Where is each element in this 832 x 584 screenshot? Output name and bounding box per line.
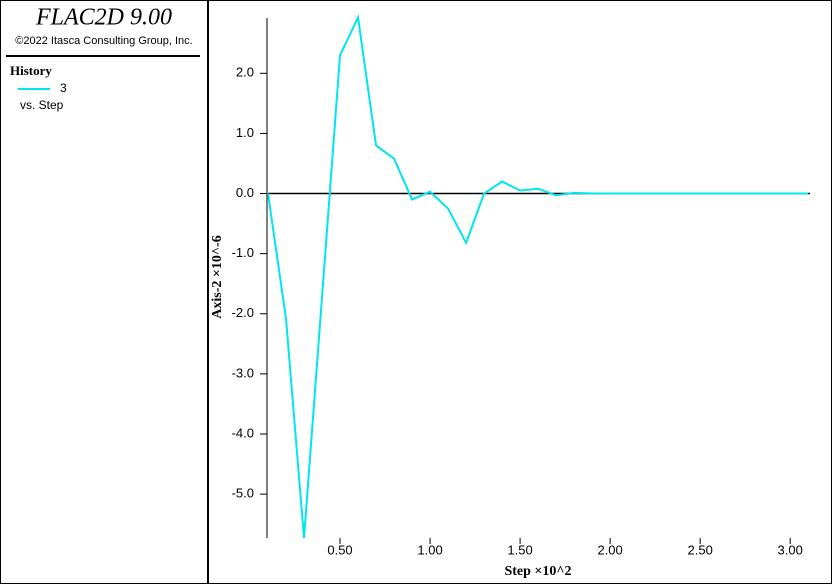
x-tick-label: 1.00 xyxy=(417,542,442,557)
series-line xyxy=(267,13,809,539)
legend-title: History xyxy=(10,63,52,78)
x-tick-label: 3.00 xyxy=(778,542,803,557)
y-tick-label: -5.0 xyxy=(232,486,254,501)
y-tick-label: -4.0 xyxy=(232,425,254,440)
legend-subtitle: vs. Step xyxy=(20,98,64,112)
y-tick-label: -2.0 xyxy=(232,305,254,320)
y-tick-label: 0.0 xyxy=(236,185,254,200)
x-tick-label: 1.50 xyxy=(507,542,532,557)
y-tick-label: -3.0 xyxy=(232,365,254,380)
y-tick-label: 2.0 xyxy=(236,65,254,80)
x-tick-label: 2.50 xyxy=(688,542,713,557)
copyright: ©2022 Itasca Consulting Group, Inc. xyxy=(15,35,192,47)
legend-label: 3 xyxy=(60,81,67,95)
x-tick-label: 0.50 xyxy=(327,542,352,557)
x-tick-label: 2.00 xyxy=(597,542,622,557)
y-axis-label: Axis-2 ×10^-6 xyxy=(210,235,225,318)
x-axis-label: Step ×10^2 xyxy=(504,564,571,579)
app-title: FLAC2D 9.00 xyxy=(35,5,172,31)
y-tick-label: 1.0 xyxy=(236,125,254,140)
y-tick-label: -1.0 xyxy=(232,245,254,260)
